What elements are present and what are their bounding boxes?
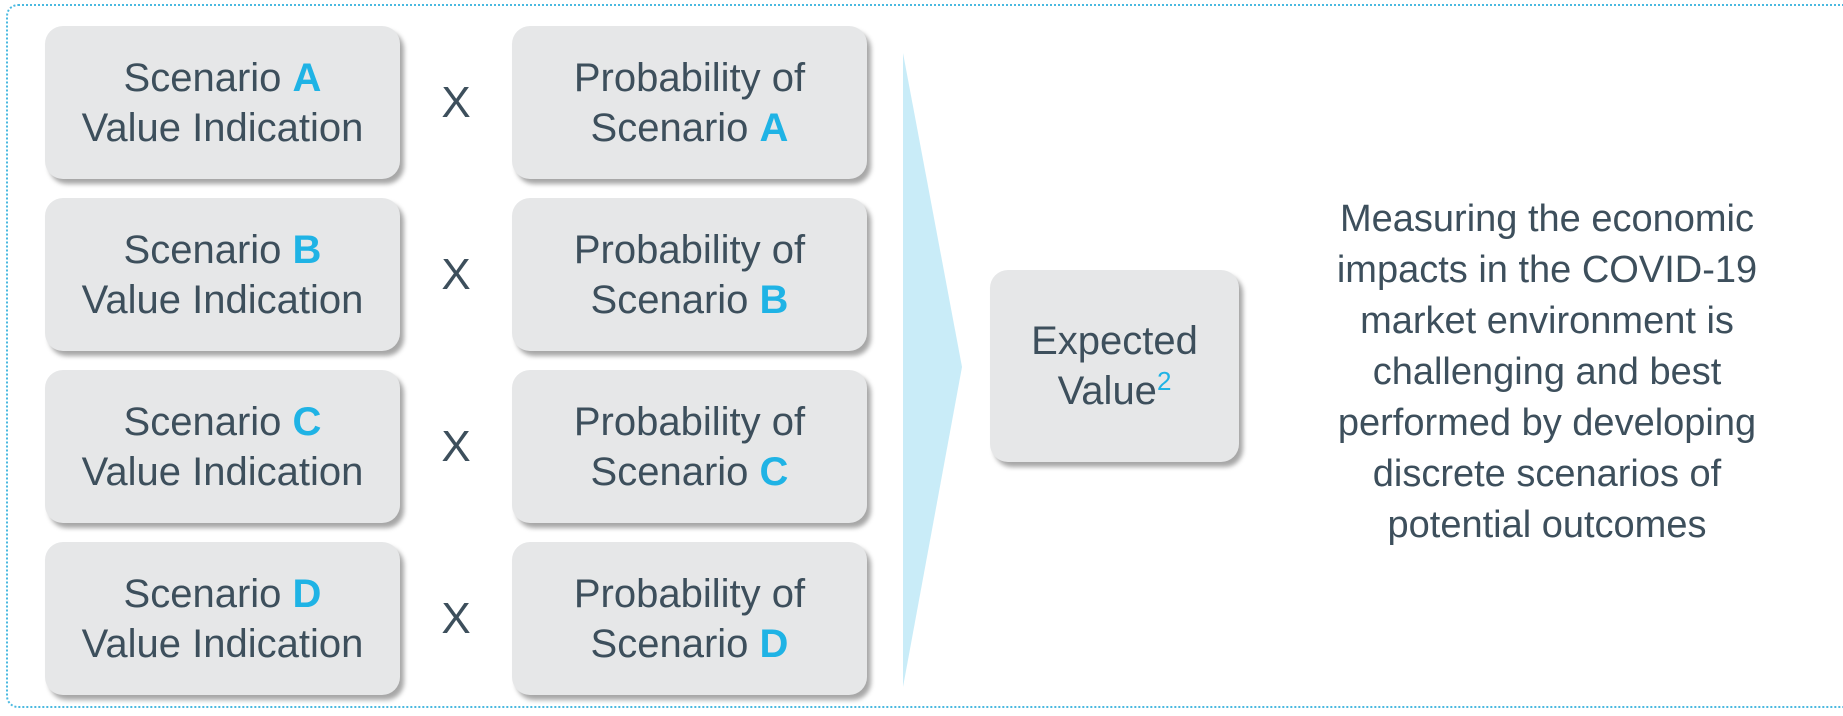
letter: C [759, 449, 789, 494]
probability-box: Probability of Scenario D [512, 542, 867, 695]
line: Scenario B [124, 225, 322, 275]
label: Scenario [123, 227, 282, 272]
line: Scenario D [591, 619, 789, 669]
letter: C [292, 399, 322, 444]
letter: B [759, 277, 789, 322]
letter: A [759, 105, 789, 150]
line: Scenario B [591, 275, 789, 325]
operator: X [441, 422, 471, 471]
label: Probability of [573, 55, 806, 100]
letter: D [759, 621, 789, 666]
line: Scenario D [124, 569, 322, 619]
label: Scenario [590, 621, 749, 666]
letter: B [292, 227, 322, 272]
description: Measuring the economic impacts in the CO… [1336, 198, 1758, 546]
line: Scenario A [124, 53, 322, 103]
operator: X [441, 594, 471, 643]
label: Value Indication [81, 621, 364, 666]
label: Scenario [123, 571, 282, 616]
label: Probability of [573, 399, 806, 444]
label: Probability of [573, 571, 806, 616]
label: Scenario [123, 399, 282, 444]
label: Value Indication [81, 277, 364, 322]
scenario-box: Scenario C Value Indication [45, 370, 400, 523]
frame [6, 4, 1843, 708]
probability-box: Probability of Scenario B [512, 198, 867, 351]
scenario-box: Scenario A Value Indication [45, 26, 400, 179]
scenario-box: Scenario D Value Indication [45, 542, 400, 695]
probability-box: Probability of Scenario C [512, 370, 867, 523]
probability-box: Probability of Scenario A [512, 26, 867, 179]
scenario-box: Scenario B Value Indication [45, 198, 400, 351]
label: Scenario [590, 277, 749, 322]
letter: A [292, 55, 322, 100]
arrow [903, 53, 962, 687]
label: Value Indication [81, 449, 364, 494]
result-line1: Expected [1031, 319, 1198, 363]
line: Scenario C [591, 447, 789, 497]
letter: D [292, 571, 322, 616]
result-line2: Value2 [1058, 366, 1172, 416]
label: Probability of [573, 227, 806, 272]
line: Scenario A [591, 103, 789, 153]
operator: X [441, 78, 471, 127]
result-value: Value [1057, 369, 1157, 413]
result-box: Expected Value2 [990, 270, 1239, 462]
label: Scenario [590, 449, 749, 494]
footnote: 2 [1156, 366, 1172, 396]
operator: X [441, 250, 471, 299]
label: Scenario [590, 105, 749, 150]
line: Scenario C [124, 397, 322, 447]
label: Value Indication [81, 105, 364, 150]
label: Scenario [123, 55, 282, 100]
